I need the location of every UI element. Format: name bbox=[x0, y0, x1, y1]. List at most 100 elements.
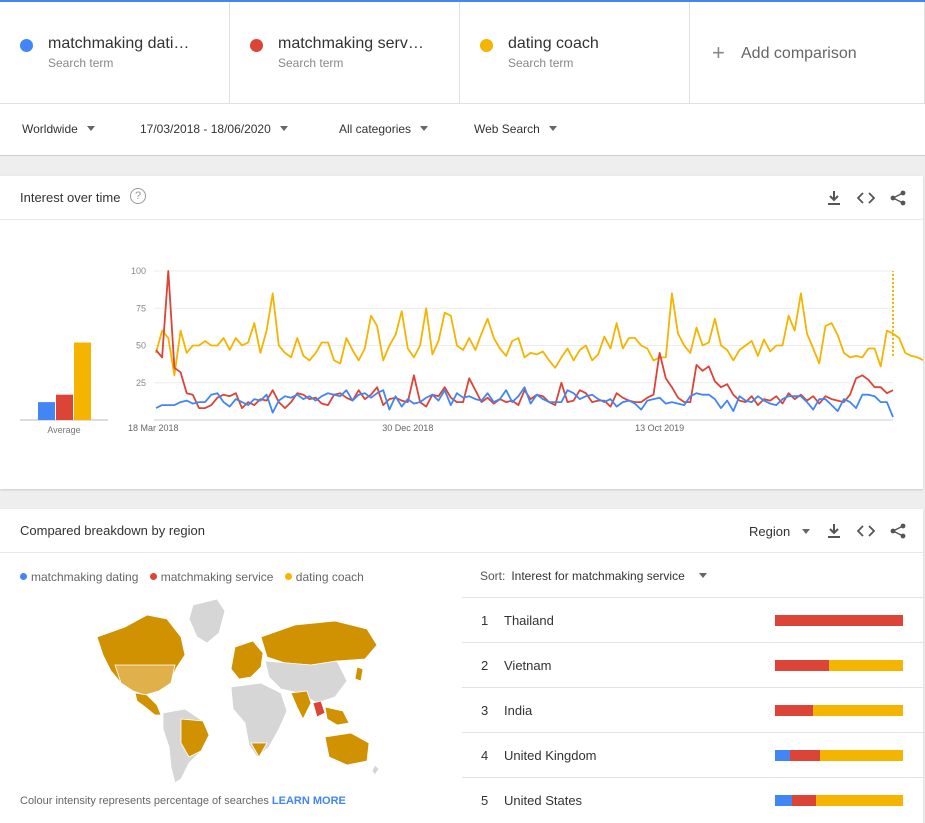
region-rank: 3 bbox=[481, 703, 489, 718]
region-select[interactable]: Region bbox=[749, 524, 811, 539]
y-tick-label: 50 bbox=[136, 341, 146, 351]
share-icon[interactable] bbox=[888, 521, 908, 541]
term-name: dating coach bbox=[508, 35, 599, 52]
average-bar bbox=[74, 342, 91, 420]
y-tick-label: 25 bbox=[136, 378, 146, 388]
category-filter-label: All categories bbox=[339, 122, 412, 136]
map-region-japan bbox=[354, 666, 364, 682]
map-region-asia bbox=[264, 660, 348, 704]
term-name: matchmaking dati… bbox=[48, 35, 190, 52]
map-region-se-asia bbox=[324, 706, 350, 726]
y-tick-label: 75 bbox=[136, 303, 146, 313]
embed-icon[interactable] bbox=[856, 188, 876, 208]
region-table: 1 Thailand 2 Vietnam 3 India 4 United Kingdom 5 U… bbox=[462, 597, 923, 822]
download-icon[interactable] bbox=[824, 188, 844, 208]
region-share-bar bbox=[775, 750, 903, 761]
region-name: Thailand bbox=[504, 613, 554, 628]
series-line bbox=[155, 292, 923, 377]
x-tick-label: 18 Mar 2018 bbox=[128, 423, 179, 433]
learn-more-link[interactable]: LEARN MORE bbox=[271, 795, 346, 807]
share-segment bbox=[819, 750, 903, 761]
region-row[interactable]: 2 Vietnam bbox=[462, 642, 923, 687]
region-row[interactable]: 3 India bbox=[462, 687, 923, 732]
map-region-greenland bbox=[188, 598, 226, 644]
map-region-brazil bbox=[180, 718, 210, 758]
region-name: United States bbox=[504, 793, 583, 808]
region-name: United Kingdom bbox=[504, 748, 597, 763]
region-share-bar bbox=[775, 705, 903, 716]
share-segment bbox=[791, 795, 816, 806]
card-title: Interest over time bbox=[20, 190, 121, 205]
sort-value: Interest for matchmaking service bbox=[511, 569, 685, 583]
region-breakdown-card: Compared breakdown by region Region matc… bbox=[0, 509, 923, 823]
region-row[interactable]: 4 United Kingdom bbox=[462, 732, 923, 777]
filter-bar: Worldwide 17/03/2018 - 18/06/2020 All ca… bbox=[0, 104, 925, 156]
term-card-2[interactable]: matchmaking serv… Search term bbox=[230, 2, 460, 103]
region-row[interactable]: 5 United States bbox=[462, 777, 923, 822]
map-region-south-africa bbox=[250, 742, 268, 758]
y-tick-label: 100 bbox=[131, 266, 146, 276]
term-color-dot bbox=[480, 39, 493, 52]
share-segment bbox=[775, 660, 829, 671]
term-card-1[interactable]: matchmaking dati… Search term bbox=[0, 2, 230, 103]
term-color-dot bbox=[250, 39, 263, 52]
region-row[interactable]: 1 Thailand bbox=[462, 597, 923, 642]
trend-lines bbox=[155, 270, 923, 418]
gridlines: 100 75 50 25 18 Mar 2018 30 Dec 2018 13 Oct 20… bbox=[128, 266, 893, 433]
caret-down-icon bbox=[802, 529, 811, 535]
map-region-central-america bbox=[134, 692, 162, 716]
world-map[interactable] bbox=[85, 597, 385, 787]
term-subtitle: Search term bbox=[508, 56, 574, 70]
share-icon[interactable] bbox=[888, 188, 908, 208]
region-rank: 1 bbox=[481, 613, 489, 628]
date-filter[interactable]: 17/03/2018 - 18/06/2020 bbox=[140, 122, 288, 136]
search-type-filter-label: Web Search bbox=[474, 122, 540, 136]
map-region-russia bbox=[260, 620, 378, 666]
map-region-thailand bbox=[312, 700, 326, 718]
caret-down-icon bbox=[279, 126, 288, 132]
map-region-australia bbox=[324, 732, 370, 766]
term-name: matchmaking serv… bbox=[278, 35, 424, 52]
average-bar bbox=[56, 394, 73, 420]
category-filter[interactable]: All categories bbox=[339, 122, 429, 136]
map-region-new-zealand bbox=[371, 764, 380, 776]
sort-label: Sort: bbox=[480, 569, 506, 583]
region-legend: matchmaking dating matchmaking service d… bbox=[20, 570, 372, 584]
share-segment bbox=[775, 615, 903, 626]
region-select-label: Region bbox=[749, 524, 791, 539]
legend-item: matchmaking service bbox=[149, 570, 274, 584]
sort-control[interactable]: Sort: Interest for matchmaking service bbox=[480, 569, 707, 583]
term-subtitle: Search term bbox=[48, 56, 114, 70]
plus-icon: + bbox=[712, 40, 725, 65]
geo-filter[interactable]: Worldwide bbox=[22, 122, 95, 136]
add-comparison-button[interactable]: + Add comparison bbox=[690, 2, 925, 103]
legend-label: matchmaking dating bbox=[31, 570, 139, 584]
date-filter-label: 17/03/2018 - 18/06/2020 bbox=[140, 122, 271, 136]
help-icon[interactable]: ? bbox=[130, 188, 146, 204]
search-type-filter[interactable]: Web Search bbox=[474, 122, 557, 136]
region-rank: 2 bbox=[481, 658, 489, 673]
map-region-europe bbox=[230, 640, 264, 680]
legend-dot bbox=[20, 573, 27, 581]
card-header: Interest over time ? bbox=[0, 176, 923, 220]
card-header: Compared breakdown by region Region bbox=[0, 509, 923, 553]
term-card-3[interactable]: dating coach Search term bbox=[460, 2, 690, 103]
legend-dot bbox=[149, 573, 157, 581]
term-subtitle: Search term bbox=[278, 56, 344, 70]
caret-down-icon bbox=[698, 573, 707, 579]
caret-down-icon bbox=[548, 126, 557, 132]
region-share-bar bbox=[775, 615, 903, 626]
region-name: India bbox=[504, 703, 533, 718]
legend-label: matchmaking service bbox=[160, 570, 274, 584]
average-label: Average bbox=[47, 425, 80, 435]
map-region-usa bbox=[114, 664, 176, 696]
top-accent-line bbox=[0, 0, 925, 2]
embed-icon[interactable] bbox=[856, 521, 876, 541]
share-segment bbox=[828, 660, 903, 671]
region-share-bar bbox=[775, 660, 903, 671]
download-icon[interactable] bbox=[824, 521, 844, 541]
region-rank: 4 bbox=[481, 748, 489, 763]
region-rank: 5 bbox=[481, 793, 489, 808]
legend-dot bbox=[284, 573, 292, 581]
